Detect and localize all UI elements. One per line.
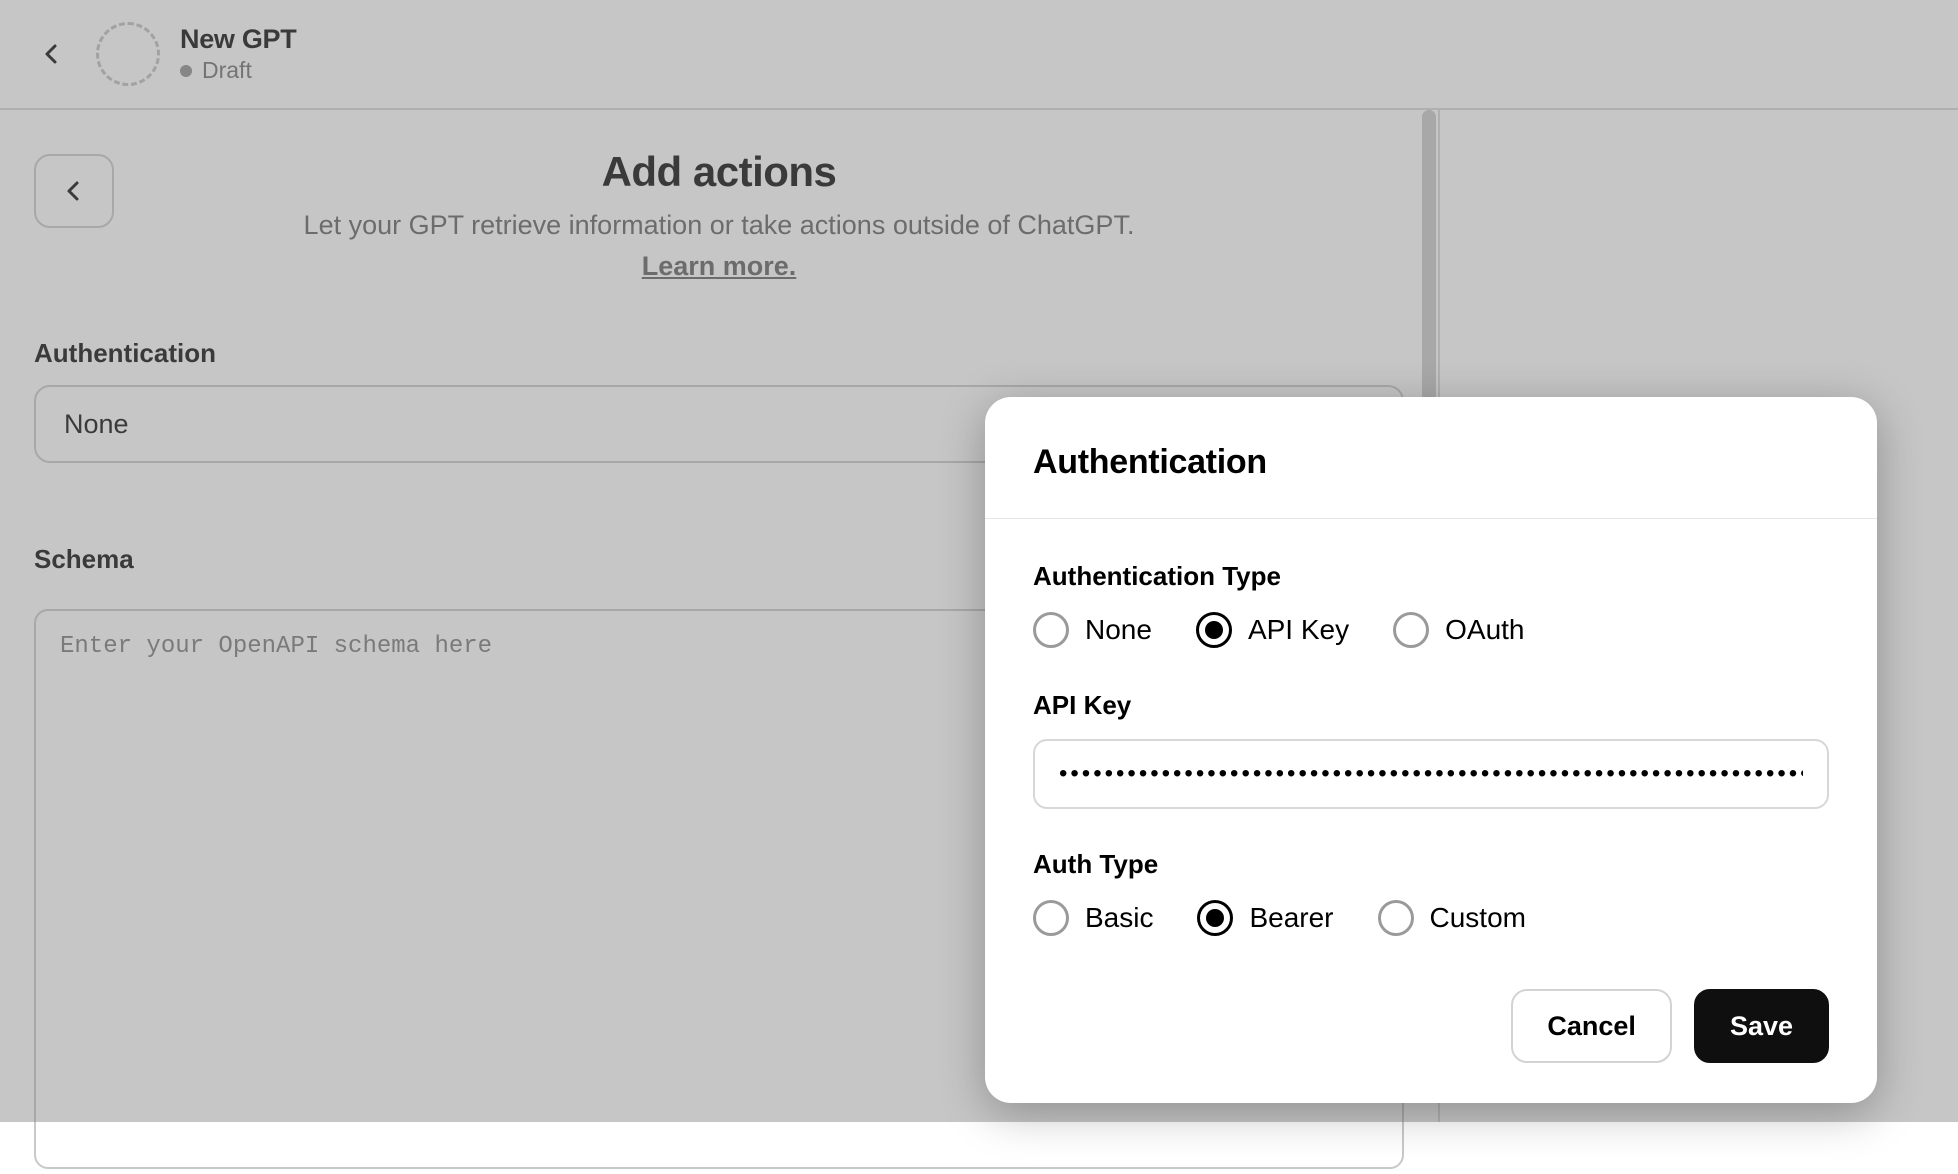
auth-type-none-radio[interactable]: None: [1033, 612, 1152, 648]
modal-title: Authentication: [1033, 443, 1829, 482]
auth-scheme-group-label: Auth Type: [1033, 849, 1829, 880]
auth-type-oauth-label: OAuth: [1445, 614, 1524, 646]
auth-scheme-bearer-radio[interactable]: Bearer: [1197, 900, 1333, 936]
api-key-input[interactable]: [1033, 739, 1829, 809]
radio-icon: [1393, 612, 1429, 648]
radio-icon: [1033, 900, 1069, 936]
radio-icon: [1197, 900, 1233, 936]
auth-scheme-custom-label: Custom: [1430, 902, 1526, 934]
radio-icon: [1378, 900, 1414, 936]
auth-type-oauth-radio[interactable]: OAuth: [1393, 612, 1524, 648]
radio-icon: [1196, 612, 1232, 648]
auth-type-apikey-label: API Key: [1248, 614, 1349, 646]
auth-scheme-radio-group: Basic Bearer Custom: [1033, 900, 1829, 936]
auth-type-apikey-radio[interactable]: API Key: [1196, 612, 1349, 648]
save-button[interactable]: Save: [1694, 989, 1829, 1063]
auth-scheme-basic-label: Basic: [1085, 902, 1153, 934]
auth-type-radio-group: None API Key OAuth: [1033, 612, 1829, 648]
auth-type-group-label: Authentication Type: [1033, 561, 1829, 592]
save-button-label: Save: [1730, 1011, 1793, 1042]
cancel-button-label: Cancel: [1547, 1011, 1636, 1042]
api-key-label: API Key: [1033, 690, 1829, 721]
authentication-modal: Authentication Authentication Type None …: [985, 397, 1877, 1103]
auth-scheme-basic-radio[interactable]: Basic: [1033, 900, 1153, 936]
auth-scheme-custom-radio[interactable]: Custom: [1378, 900, 1526, 936]
auth-type-none-label: None: [1085, 614, 1152, 646]
auth-scheme-bearer-label: Bearer: [1249, 902, 1333, 934]
cancel-button[interactable]: Cancel: [1511, 989, 1672, 1063]
radio-icon: [1033, 612, 1069, 648]
